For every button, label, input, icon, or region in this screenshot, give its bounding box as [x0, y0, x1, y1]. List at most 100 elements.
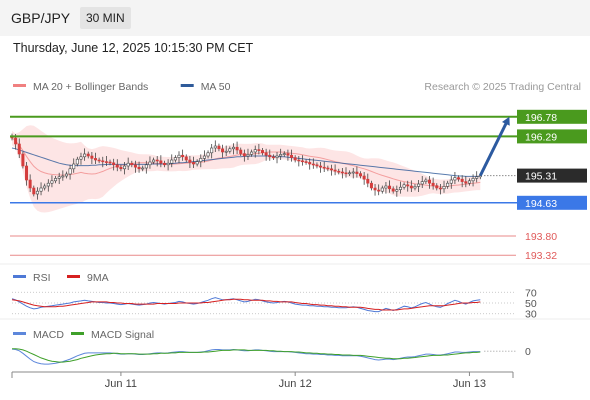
candle — [373, 184, 377, 196]
candle-body — [250, 151, 254, 155]
candle-body — [290, 154, 294, 158]
candle-body — [344, 172, 348, 175]
candle-body — [337, 170, 341, 173]
candle-body — [260, 150, 264, 154]
timeframe-button[interactable]: 30 MIN — [80, 7, 131, 29]
candle-body — [380, 187, 384, 192]
candle-body — [348, 172, 352, 175]
candle — [268, 149, 272, 161]
candle — [152, 157, 156, 165]
candle — [388, 180, 392, 193]
candle — [271, 154, 275, 160]
candle-body — [377, 189, 381, 192]
macd-signal-line — [12, 348, 481, 363]
candle — [123, 162, 127, 175]
candle-body — [231, 146, 235, 150]
candle — [460, 175, 464, 188]
candle-body — [86, 153, 90, 157]
level-last: 195.31 — [484, 168, 587, 183]
candle-body — [79, 156, 83, 160]
rsi-line — [11, 297, 481, 313]
ma50-line — [11, 147, 481, 177]
candle — [213, 140, 217, 152]
candle — [35, 187, 39, 200]
candle — [46, 179, 50, 192]
candle-body — [286, 153, 290, 156]
level-resistance: 196.29 — [10, 129, 587, 144]
candle — [253, 145, 257, 158]
candle — [300, 155, 304, 166]
candle — [39, 182, 43, 196]
candle-body — [264, 152, 268, 156]
candle — [475, 171, 479, 183]
candle — [319, 162, 323, 173]
candle — [188, 156, 192, 168]
candle-body — [359, 173, 363, 177]
candle — [50, 175, 54, 188]
candle-body — [123, 165, 127, 170]
candle — [250, 149, 254, 157]
candle — [68, 164, 72, 180]
candle-body — [192, 162, 196, 165]
candle-body — [467, 180, 471, 184]
rsi-level-label: 70 — [525, 287, 537, 299]
candle-body — [25, 165, 29, 181]
candle-body — [72, 163, 76, 170]
candle — [297, 156, 301, 167]
candle — [366, 173, 370, 188]
candle — [224, 145, 228, 156]
legend-swatch — [13, 84, 26, 87]
candle-body — [202, 155, 206, 159]
candle-body — [133, 164, 137, 168]
candle — [195, 159, 199, 167]
candle-body — [420, 181, 424, 185]
candle — [398, 181, 402, 194]
candle — [464, 176, 468, 188]
candle-body — [141, 167, 145, 170]
candle-body — [475, 176, 479, 179]
candle-body — [384, 185, 388, 189]
candle-body — [181, 154, 185, 158]
x-axis-tick-label: Jun 11 — [105, 378, 137, 390]
candle — [442, 180, 446, 193]
candle-body — [442, 186, 446, 190]
candle — [79, 152, 83, 165]
candle — [115, 159, 119, 172]
candle-body — [130, 162, 134, 166]
candle — [184, 154, 188, 163]
candle-body — [50, 180, 54, 184]
candle-body — [35, 190, 39, 195]
candle-body — [177, 154, 181, 158]
chart-credit: Research © 2025 Trading Central — [424, 81, 581, 93]
candle — [453, 172, 457, 184]
candle-body — [61, 175, 65, 178]
candle-body — [57, 176, 61, 179]
header-bar: GBP/JPY 30 MIN — [0, 0, 590, 36]
candle-body — [195, 161, 199, 165]
candle-body — [300, 160, 304, 163]
candle — [438, 184, 442, 195]
candle-body — [14, 137, 18, 145]
candle-body — [438, 187, 442, 190]
candle — [162, 160, 166, 168]
candle — [467, 178, 471, 186]
candle — [417, 180, 421, 192]
candle — [337, 168, 341, 175]
candle-body — [391, 188, 395, 192]
candle — [130, 160, 134, 168]
legend-entry: RSI — [33, 272, 51, 284]
candle-body — [17, 143, 21, 155]
candle — [340, 168, 344, 179]
candle — [242, 149, 246, 162]
candle — [344, 167, 348, 178]
candle-body — [217, 145, 221, 150]
candle-body — [64, 173, 68, 177]
ma20-line — [11, 137, 481, 188]
candle — [21, 151, 25, 169]
candle — [362, 172, 366, 185]
candle — [25, 162, 29, 186]
candle-body — [213, 145, 217, 149]
candle-body — [235, 146, 239, 151]
